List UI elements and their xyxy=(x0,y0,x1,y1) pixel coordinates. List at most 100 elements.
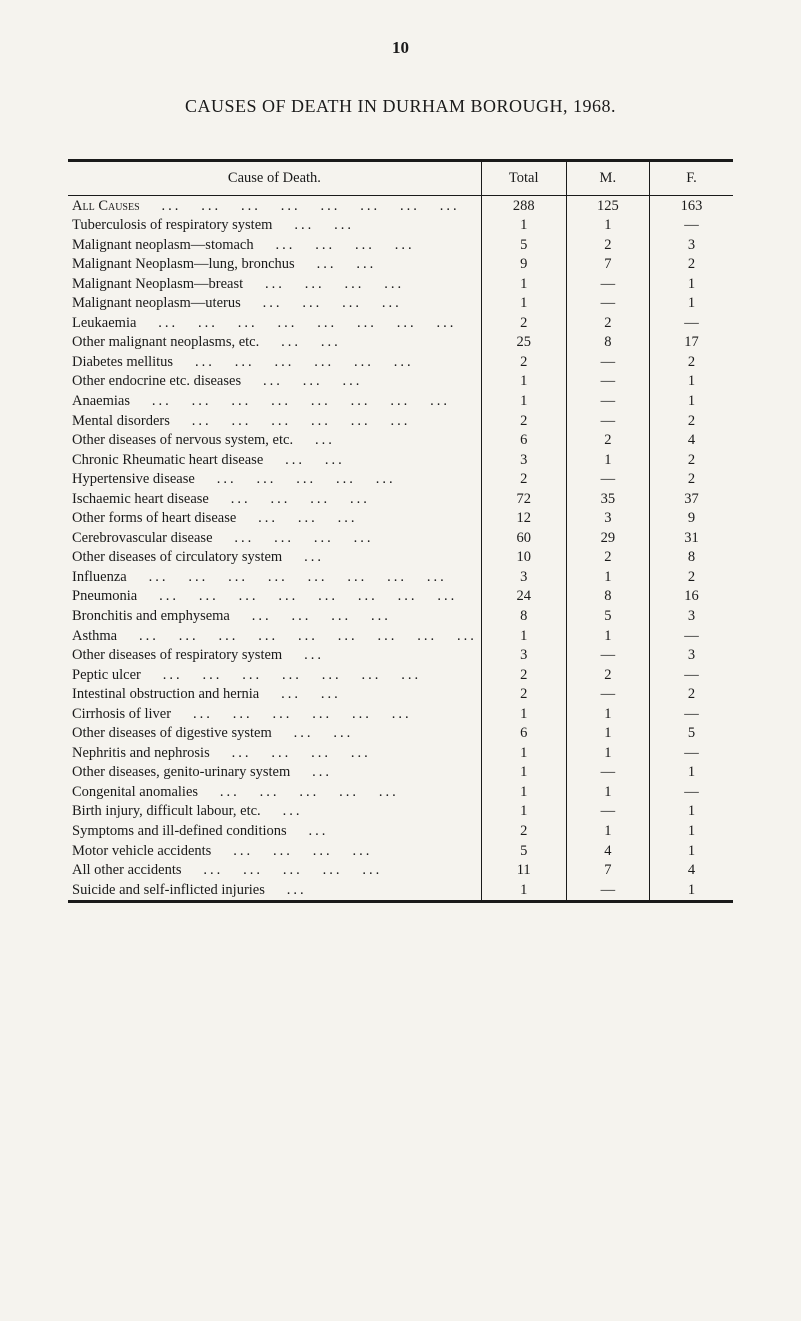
total-cell: 1 xyxy=(481,391,566,411)
cause-cell: Bronchitis and emphysema ... ... ... ... xyxy=(68,606,481,626)
table-row: Other forms of heart disease ... ... ...… xyxy=(68,509,733,529)
leader-dots: ... ... ... ... xyxy=(245,276,404,292)
table-row: Malignant neoplasm—uterus ... ... ... ..… xyxy=(68,294,733,314)
table-row: Leukaemia ... ... ... ... ... ... ... ..… xyxy=(68,313,733,333)
cause-label: Influenza xyxy=(72,569,129,585)
cause-cell: Chronic Rheumatic heart disease ... ... xyxy=(68,450,481,470)
total-cell: 25 xyxy=(481,333,566,353)
leader-dots: ... ... ... ... xyxy=(243,295,402,311)
cause-label: Congenital anomalies xyxy=(72,784,200,800)
cause-label: Chronic Rheumatic heart disease xyxy=(72,452,265,468)
cause-cell: Hypertensive disease ... ... ... ... ... xyxy=(68,470,481,490)
causes-of-death-table: Cause of Death. Total M. F. All Causes .… xyxy=(68,162,733,900)
cause-label: All other accidents xyxy=(72,862,184,878)
male-cell: 4 xyxy=(566,841,650,861)
leader-dots: ... xyxy=(284,549,324,565)
cause-label: Mental disorders xyxy=(72,413,172,429)
cause-cell: Malignant Neoplasm—lung, bronchus ... ..… xyxy=(68,255,481,275)
table-row: Nephritis and nephrosis ... ... ... ...1… xyxy=(68,743,733,763)
table-row: Other diseases of circulatory system ...… xyxy=(68,548,733,568)
cause-label: Other malignant neoplasms, etc. xyxy=(72,334,261,350)
table-row: Other endocrine etc. diseases ... ... ..… xyxy=(68,372,733,392)
total-cell: 10 xyxy=(481,548,566,568)
table-row: Mental disorders ... ... ... ... ... ...… xyxy=(68,411,733,431)
leader-dots: ... ... ... ... ... xyxy=(184,862,383,878)
page-title: CAUSES OF DEATH IN DURHAM BOROUGH, 1968. xyxy=(68,96,733,117)
female-cell: 1 xyxy=(650,841,733,861)
total-cell: 1 xyxy=(481,743,566,763)
table-body: All Causes ... ... ... ... ... ... ... .… xyxy=(68,196,733,900)
male-cell: — xyxy=(566,646,650,666)
male-cell: 1 xyxy=(566,450,650,470)
male-cell: 29 xyxy=(566,528,650,548)
cause-label: Ischaemic heart disease xyxy=(72,491,211,507)
page-number: 10 xyxy=(68,38,733,58)
cause-cell: Other diseases of circulatory system ... xyxy=(68,548,481,568)
cause-label: Peptic ulcer xyxy=(72,667,143,683)
female-cell: 2 xyxy=(650,450,733,470)
total-cell: 1 xyxy=(481,626,566,646)
cause-cell: Other diseases of digestive system ... .… xyxy=(68,724,481,744)
cause-cell: Intestinal obstruction and hernia ... ..… xyxy=(68,685,481,705)
table-row: Anaemias ... ... ... ... ... ... ... ...… xyxy=(68,391,733,411)
female-cell: 3 xyxy=(650,646,733,666)
female-cell: 1 xyxy=(650,822,733,842)
cause-cell: Other endocrine etc. diseases ... ... ..… xyxy=(68,372,481,392)
total-cell: 2 xyxy=(481,411,566,431)
leader-dots: ... ... ... ... ... ... ... xyxy=(143,667,421,683)
female-cell: 1 xyxy=(650,372,733,392)
cause-label: Diabetes mellitus xyxy=(72,354,175,370)
female-cell: 1 xyxy=(650,763,733,783)
table-row: Birth injury, difficult labour, etc. ...… xyxy=(68,802,733,822)
total-cell: 6 xyxy=(481,724,566,744)
leader-dots: ... ... ... ... ... ... xyxy=(172,413,411,429)
leader-dots: ... xyxy=(267,882,307,898)
table-row: Suicide and self-inflicted injuries ...1… xyxy=(68,880,733,900)
female-cell: — xyxy=(650,743,733,763)
table-row: Other diseases, genito-urinary system ..… xyxy=(68,763,733,783)
cause-label: Malignant Neoplasm—lung, bronchus xyxy=(72,256,297,272)
table-row: Hypertensive disease ... ... ... ... ...… xyxy=(68,470,733,490)
leader-dots: ... ... xyxy=(265,452,345,468)
total-cell: 24 xyxy=(481,587,566,607)
leader-dots: ... ... ... ... xyxy=(212,745,371,761)
table-row: Intestinal obstruction and hernia ... ..… xyxy=(68,685,733,705)
cause-label: Pneumonia xyxy=(72,588,139,604)
total-cell: 2 xyxy=(481,470,566,490)
table-header-row: Cause of Death. Total M. F. xyxy=(68,162,733,196)
leader-dots: ... ... ... ... xyxy=(256,237,415,253)
table-container: Cause of Death. Total M. F. All Causes .… xyxy=(68,159,733,903)
cause-cell: Other diseases of nervous system, etc. .… xyxy=(68,431,481,451)
cause-label: Other forms of heart disease xyxy=(72,510,238,526)
total-cell: 5 xyxy=(481,235,566,255)
male-cell: — xyxy=(566,352,650,372)
total-cell: 1 xyxy=(481,294,566,314)
cause-label: Other diseases of respiratory system xyxy=(72,647,284,663)
female-cell: — xyxy=(650,704,733,724)
cause-cell: All other accidents ... ... ... ... ... xyxy=(68,861,481,881)
total-cell: 1 xyxy=(481,216,566,236)
leader-dots: ... ... ... ... ... ... ... ... xyxy=(132,393,450,409)
total-cell: 1 xyxy=(481,763,566,783)
male-cell: — xyxy=(566,274,650,294)
leader-dots: ... ... xyxy=(274,725,354,741)
table-row: Cirrhosis of liver ... ... ... ... ... .… xyxy=(68,704,733,724)
table-row: Congenital anomalies ... ... ... ... ...… xyxy=(68,782,733,802)
table-row: Other diseases of digestive system ... .… xyxy=(68,724,733,744)
cause-cell: Congenital anomalies ... ... ... ... ... xyxy=(68,782,481,802)
female-cell: 1 xyxy=(650,880,733,900)
female-cell: 2 xyxy=(650,470,733,490)
cause-cell: Influenza ... ... ... ... ... ... ... ..… xyxy=(68,567,481,587)
cause-cell: Diabetes mellitus ... ... ... ... ... ..… xyxy=(68,352,481,372)
male-cell: — xyxy=(566,685,650,705)
cause-label: Bronchitis and emphysema xyxy=(72,608,232,624)
cause-label: Cerebrovascular disease xyxy=(72,530,215,546)
male-cell: — xyxy=(566,470,650,490)
table-row: Bronchitis and emphysema ... ... ... ...… xyxy=(68,606,733,626)
total-cell: 1 xyxy=(481,372,566,392)
cause-label: Other diseases, genito-urinary system xyxy=(72,764,292,780)
leader-dots: ... ... ... xyxy=(243,373,362,389)
male-cell: 1 xyxy=(566,782,650,802)
total-cell: 72 xyxy=(481,489,566,509)
cause-cell: Malignant neoplasm—stomach ... ... ... .… xyxy=(68,235,481,255)
